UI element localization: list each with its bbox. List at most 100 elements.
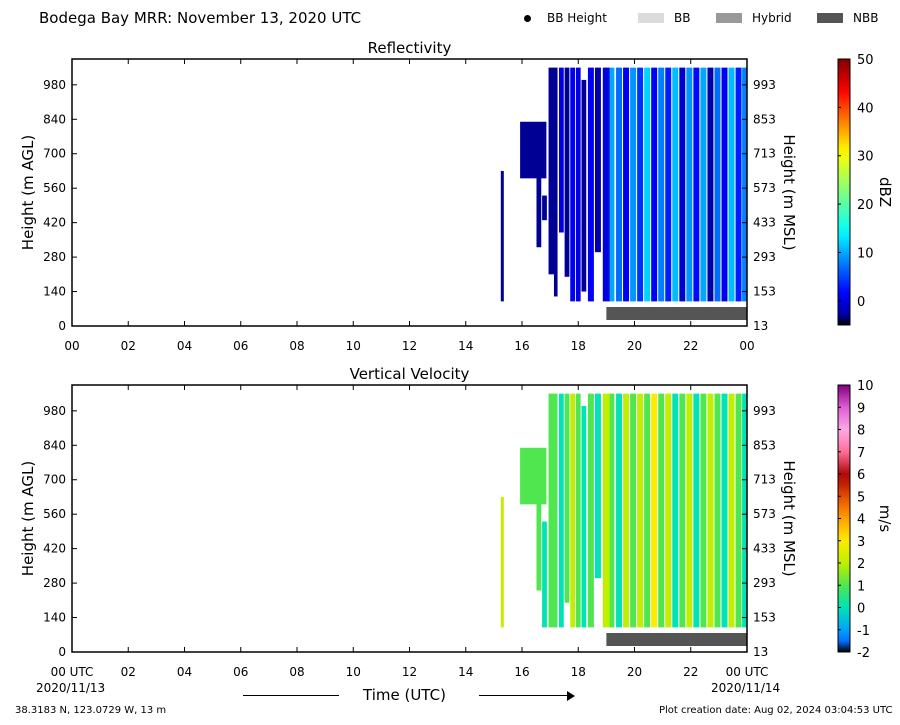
data-column — [651, 67, 658, 302]
data-column — [637, 393, 644, 628]
data-column — [558, 393, 564, 628]
colorbar-label: m/s — [876, 505, 894, 533]
data-column — [587, 393, 594, 628]
y-axis-label-right: Height (m MSL) — [780, 460, 798, 576]
legend-label: BB — [674, 11, 691, 25]
data-column — [520, 447, 547, 505]
y-tick-label: 0 — [58, 319, 66, 333]
data-column — [721, 67, 728, 302]
data-column — [714, 393, 721, 628]
y-right-tick-label: 153 — [753, 285, 776, 299]
x-tick-label: 14 — [458, 339, 473, 353]
data-column — [558, 67, 564, 233]
y-right-tick-label: 713 — [753, 147, 776, 161]
data-column — [542, 195, 547, 221]
data-column — [630, 393, 637, 628]
nbb-bar — [606, 307, 747, 320]
colorbar-tick-label: 8 — [857, 424, 865, 439]
y-axis-label: Height (m AGL) — [19, 135, 37, 250]
data-column — [616, 393, 623, 628]
x-tick-label: 12 — [402, 665, 417, 679]
x-tick-label: 10 — [346, 339, 361, 353]
colorbar-tick-label: 3 — [857, 535, 865, 550]
colorbar-tick-label: -1 — [857, 624, 870, 639]
y-right-tick-label: 713 — [753, 473, 776, 487]
arrow-right-icon — [567, 691, 575, 701]
x-tick-label: 22 — [683, 339, 698, 353]
x-tick-label: 18 — [571, 665, 586, 679]
data-column — [721, 393, 728, 628]
legend-label: Hybrid — [752, 11, 792, 25]
x-tick-label: 00 — [64, 339, 79, 353]
data-column — [700, 67, 707, 302]
data-column — [707, 67, 714, 302]
colorbar-tick-label: 20 — [857, 198, 874, 213]
data-column — [644, 67, 651, 302]
y-tick-label: 980 — [43, 404, 66, 418]
data-column — [536, 479, 542, 591]
data-column — [679, 67, 686, 302]
y-tick-label: 420 — [43, 542, 66, 556]
y-right-tick-label: 853 — [753, 112, 776, 126]
data-column — [658, 393, 665, 628]
colorbar-tick-label: 4 — [857, 513, 865, 528]
data-column — [658, 67, 665, 302]
legend-bb-height: BB Height — [524, 11, 607, 25]
colorbar-tick-label: 0 — [857, 602, 865, 617]
nbb-swatch-icon — [817, 13, 843, 23]
data-column — [665, 393, 672, 628]
data-column — [553, 67, 558, 297]
colorbar-tick-label: 10 — [857, 246, 874, 261]
data-column — [616, 67, 623, 302]
data-column — [575, 67, 581, 302]
y-right-tick-label: 293 — [753, 250, 776, 264]
x-tick-label: 10 — [346, 665, 361, 679]
data-column — [686, 393, 693, 628]
data-column — [520, 121, 547, 179]
data-column — [728, 67, 735, 302]
time-arrow-left-line — [243, 695, 339, 696]
x-tick-label: 08 — [289, 339, 304, 353]
data-column — [686, 67, 693, 302]
colorbar-tick-label: 9 — [857, 401, 865, 416]
data-column — [651, 393, 658, 628]
data-column — [581, 79, 587, 292]
y-tick-label: 0 — [58, 645, 66, 659]
time-arrow-right-line — [479, 695, 569, 696]
x-tick-label: 06 — [233, 339, 248, 353]
legend-label: NBB — [853, 11, 879, 25]
x-tick-label: 20 — [627, 665, 642, 679]
x-tick-label: 14 — [458, 665, 473, 679]
data-column — [500, 496, 504, 628]
x-tick-label: 08 — [289, 665, 304, 679]
data-column — [564, 393, 570, 603]
colorbar-tick-label: 6 — [857, 468, 865, 483]
data-column — [693, 393, 700, 628]
legend-nbb: NBB — [817, 11, 878, 25]
data-column — [587, 67, 594, 302]
data-column — [536, 153, 542, 248]
y-tick-label: 280 — [43, 576, 66, 590]
time-axis-label: Time (UTC) — [363, 686, 446, 704]
data-column — [665, 67, 672, 302]
data-column — [693, 67, 700, 302]
data-column — [742, 393, 748, 628]
data-column — [564, 67, 570, 277]
y-tick-label: 280 — [43, 250, 66, 264]
colorbar-tick-label: 5 — [857, 490, 865, 505]
x-tick-label: 22 — [683, 665, 698, 679]
data-column — [630, 67, 637, 302]
y-tick-label: 560 — [43, 181, 66, 195]
colorbar-tick-label: 1 — [857, 579, 865, 594]
x-tick-label: 18 — [571, 339, 586, 353]
bb-swatch-icon — [638, 13, 664, 23]
data-column — [500, 170, 504, 302]
data-column — [609, 393, 615, 628]
x-tick-label: 12 — [402, 339, 417, 353]
end-date-label: 2020/11/14 — [711, 681, 781, 695]
y-right-tick-label: 13 — [753, 319, 768, 333]
data-column — [623, 67, 630, 302]
data-column — [542, 521, 547, 628]
